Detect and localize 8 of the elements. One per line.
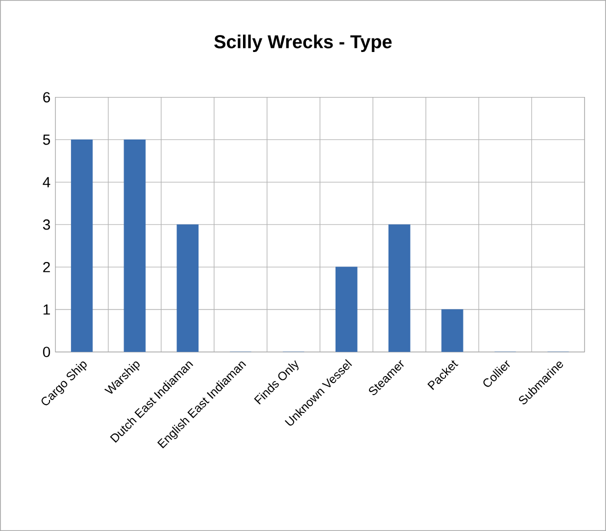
chart-title: Scilly Wrecks - Type (214, 34, 392, 52)
y-tick-label: 1 (44, 304, 50, 314)
y-tick-label: 0 (43, 346, 50, 358)
y-tick-label: 2 (43, 262, 50, 272)
y-tick-label: 5 (43, 134, 50, 145)
y-tick-label: 6 (43, 92, 50, 102)
y-tick-label: 4 (42, 177, 50, 188)
y-tick-label: 3 (43, 219, 50, 230)
